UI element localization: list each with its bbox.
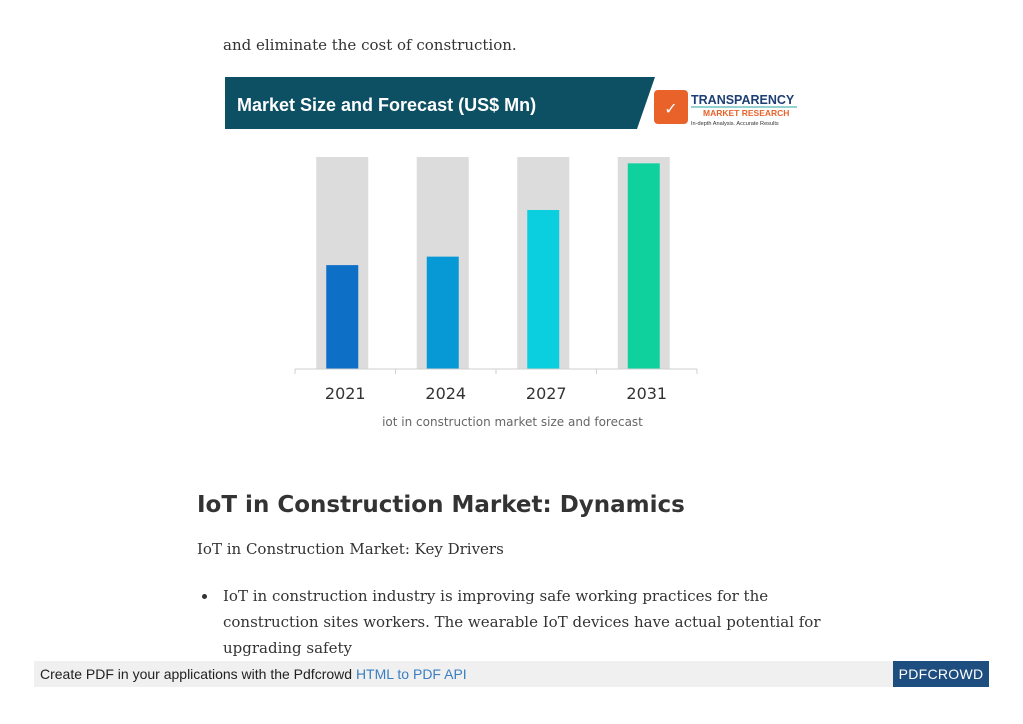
tmr-logo: ✓ TRANSPARENCY MARKET RESEARCH In-depth … — [654, 90, 797, 127]
chart-title: Market Size and Forecast (US$ Mn) — [237, 95, 536, 115]
pdfcrowd-brand-button[interactable]: PDFCROWD — [893, 661, 989, 687]
drivers-list: IoT in construction industry is improvin… — [200, 583, 840, 661]
footer-message: Create PDF in your applications with the… — [40, 666, 353, 682]
tick-label-2024: 2024 — [425, 384, 466, 403]
tick-label-2027: 2027 — [526, 384, 567, 403]
section-heading: IoT in Construction Market: Dynamics — [197, 492, 685, 518]
bars-layer — [316, 157, 670, 369]
tick-marks — [294, 369, 698, 374]
tmr-logo-brand: TRANSPARENCY — [691, 93, 795, 107]
sub-heading: IoT in Construction Market: Key Drivers — [197, 540, 504, 558]
tmr-logo-tagline: In-depth Analysis. Accurate Results — [691, 121, 779, 127]
bar-2031 — [627, 163, 660, 369]
tick-label-2031: 2031 — [626, 384, 667, 403]
list-item: IoT in construction industry is improvin… — [200, 583, 840, 661]
tmr-logo-sub: MARKET RESEARCH — [703, 108, 789, 118]
tick-labels: 2021 2024 2027 2031 — [325, 384, 667, 403]
tmr-logo-mark: ✓ — [664, 99, 677, 118]
footer-text: Create PDF in your applications with the… — [40, 666, 467, 682]
bar-2027 — [527, 210, 560, 369]
tick-label-2021: 2021 — [325, 384, 366, 403]
pdf-footer: Create PDF in your applications with the… — [34, 661, 989, 687]
tmr-logo-icon — [654, 90, 688, 124]
html-to-pdf-link[interactable]: HTML to PDF API — [355, 666, 467, 682]
market-chart-figure: Market Size and Forecast (US$ Mn) ✓ TRAN… — [225, 77, 797, 403]
figure-caption: iot in construction market size and fore… — [382, 415, 643, 429]
bar-2024 — [426, 256, 459, 369]
lead-text: and eliminate the cost of construction. — [223, 36, 517, 54]
chart-banner — [225, 77, 655, 129]
bar-2021 — [326, 265, 359, 369]
